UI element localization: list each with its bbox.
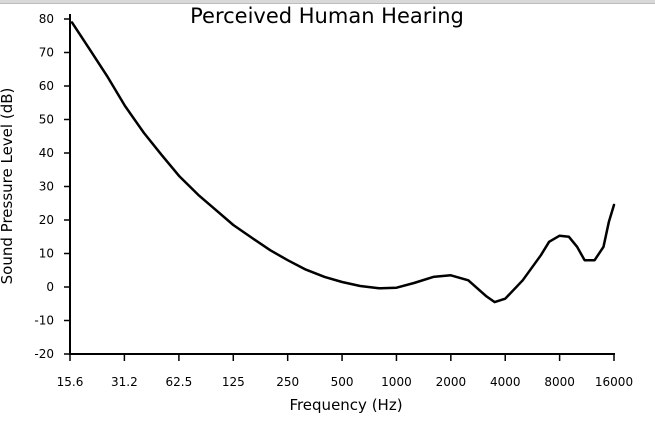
y-tick-label: 60 — [39, 79, 54, 93]
x-tick-label: 31.2 — [111, 375, 138, 389]
x-tick-label: 1000 — [381, 375, 412, 389]
x-tick-label: 250 — [276, 375, 299, 389]
y-axis-label: Sound Pressure Level (dB) — [0, 88, 16, 285]
y-tick-label: 20 — [39, 213, 54, 227]
x-tick-label: 8000 — [544, 375, 575, 389]
window-top-edge — [0, 0, 655, 4]
y-tick-label: 80 — [39, 12, 54, 26]
y-tick-label: 70 — [39, 46, 54, 60]
y-tick-label: -10 — [34, 314, 54, 328]
x-tick-label: 62.5 — [166, 375, 193, 389]
x-tick-label: 2000 — [436, 375, 467, 389]
y-tick-label: 30 — [39, 180, 54, 194]
y-tick-label: 0 — [46, 280, 54, 294]
x-axis-label: Frequency (Hz) — [289, 396, 402, 414]
y-tick-label: 50 — [39, 113, 54, 127]
x-tick-label: 16000 — [595, 375, 633, 389]
plot-area — [70, 21, 616, 304]
y-tick-label: 10 — [39, 247, 54, 261]
x-tick-label: 125 — [222, 375, 245, 389]
x-tick-label: 500 — [331, 375, 354, 389]
x-axis: 15.6 31.2 62.5 125 250 500 1000 2000 4000 8000 160… — [57, 353, 633, 389]
y-axis: -20 -10 0 10 20 30 40 50 60 70 80 — [34, 12, 71, 361]
series-line — [70, 21, 616, 304]
y-tick-label: 40 — [39, 146, 54, 160]
x-tick-label: 4000 — [490, 375, 521, 389]
y-tick-label: -20 — [34, 347, 54, 361]
x-tick-label: 15.6 — [57, 375, 84, 389]
chart-title: Perceived Human Hearing — [190, 4, 464, 28]
